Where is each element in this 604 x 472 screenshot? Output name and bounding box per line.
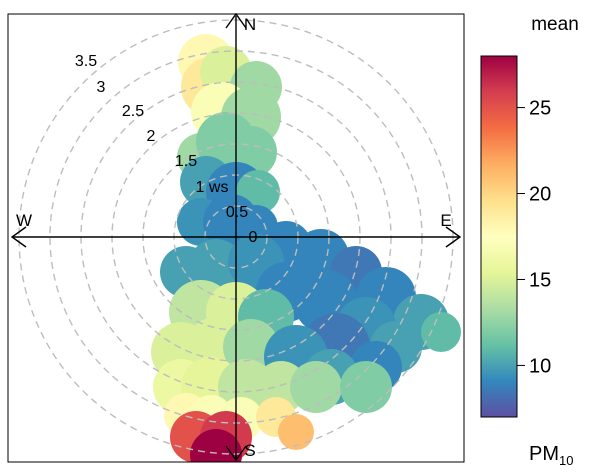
surface-cell <box>421 312 461 352</box>
colorbar-tick-label: 20 <box>529 184 551 206</box>
surface-background <box>151 34 461 462</box>
colorbar-tick-label: 10 <box>529 355 551 377</box>
radial-label: 3 <box>97 79 106 96</box>
south-arrowhead <box>225 445 247 462</box>
radial-label: 3.5 <box>75 53 97 70</box>
pollution-surface <box>151 34 461 462</box>
legend-caption: PM10 <box>529 443 573 468</box>
direction-label-e: E <box>440 211 451 230</box>
legend-title: mean <box>531 14 579 35</box>
direction-label-n: N <box>244 15 256 34</box>
legend-caption-subscript: 10 <box>559 453 573 468</box>
west-arrowhead <box>10 226 27 248</box>
surface-cell <box>340 361 392 413</box>
direction-label-w: W <box>16 211 32 230</box>
colorbar-tick-label: 25 <box>529 98 551 120</box>
surface-cell <box>278 414 314 450</box>
colorbar-legend: 10 15 20 25 mean PM10 <box>480 14 579 468</box>
radial-label: 1.5 <box>175 153 197 170</box>
east-arrowhead <box>445 226 462 248</box>
surface-cell <box>190 429 242 462</box>
radial-label: 1 ws <box>196 179 229 196</box>
colorbar <box>480 55 518 418</box>
radial-label: 2 <box>147 128 156 145</box>
surface-cell <box>290 361 342 413</box>
radial-label: 0.5 <box>226 204 248 221</box>
radial-label: 2.5 <box>122 103 144 120</box>
colorbar-tick-label: 15 <box>529 269 551 291</box>
plot-frame <box>7 13 465 463</box>
direction-label-s: S <box>244 441 255 460</box>
